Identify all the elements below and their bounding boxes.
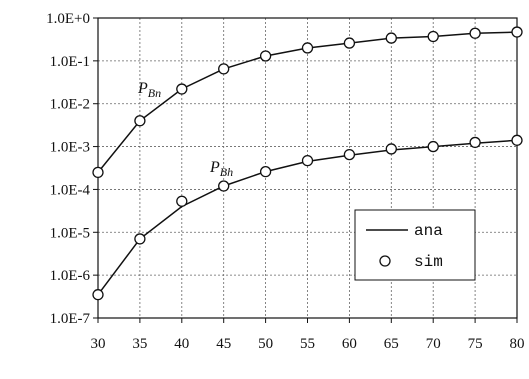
x-tick-label: 75 bbox=[468, 336, 483, 352]
data-point-bh-sim bbox=[427, 140, 439, 153]
y-tick-label: 1.0E-7 bbox=[50, 311, 91, 327]
y-tick-label: 1.0E-5 bbox=[50, 225, 90, 241]
data-point-bh-sim bbox=[134, 233, 146, 245]
y-tick-label: 1.0E+0 bbox=[46, 11, 90, 27]
data-point-bn-sim bbox=[176, 83, 188, 95]
legend-box bbox=[354, 209, 476, 281]
data-point-bn-sim bbox=[385, 32, 397, 44]
data-point-bn-sim bbox=[301, 42, 314, 54]
legend-ana-label: ana bbox=[414, 222, 443, 240]
data-point-bn-sim bbox=[259, 50, 272, 62]
data-point-bh-sim bbox=[259, 165, 272, 178]
data-point-bh-sim bbox=[92, 289, 104, 301]
data-point-bn-sim bbox=[511, 26, 523, 38]
legend-sim-label: sim bbox=[414, 253, 443, 271]
data-point-bn-sim bbox=[134, 115, 146, 127]
data-point-bh-sim bbox=[176, 195, 188, 207]
legend: ana sim bbox=[354, 209, 476, 281]
x-tick-label: 70 bbox=[426, 336, 441, 352]
data-point-bh-sim bbox=[301, 154, 314, 167]
data-point-bh-sim bbox=[469, 136, 481, 149]
data-point-bn-sim bbox=[427, 30, 439, 43]
y-tick-label: 1.0E-4 bbox=[50, 182, 91, 198]
x-tick-label: 50 bbox=[258, 336, 273, 352]
data-point-bn-sim bbox=[92, 166, 104, 179]
legend-sim-marker bbox=[379, 255, 391, 267]
x-tick-label: 40 bbox=[174, 336, 189, 352]
y-tick-label: 1.0E-1 bbox=[50, 54, 90, 70]
data-point-bn-sim bbox=[343, 37, 356, 49]
y-tick-label: 1.0E-6 bbox=[50, 268, 91, 284]
x-tick-label: 80 bbox=[510, 336, 525, 352]
y-tick-label: 1.0E-3 bbox=[50, 140, 90, 156]
x-tick-label: 65 bbox=[384, 336, 399, 352]
data-point-bn-sim bbox=[469, 27, 481, 39]
data-point-bh-sim bbox=[343, 148, 356, 161]
y-tick-label: 1.0E-2 bbox=[50, 97, 90, 113]
data-point-bn-sim bbox=[218, 63, 230, 75]
x-tick-label: 30 bbox=[91, 336, 106, 352]
curve-label-bh: PBh bbox=[209, 159, 233, 179]
data-point-bh-sim bbox=[218, 180, 230, 192]
x-tick-label: 60 bbox=[342, 336, 357, 352]
x-tick-label: 35 bbox=[132, 336, 147, 352]
y-axis-ticks: 1.0E+0 1.0E-1 1.0E-2 1.0E-3 1.0E-4 1.0E-5 1.0E… bbox=[46, 11, 98, 327]
data-point-bh-sim bbox=[511, 134, 523, 146]
curve-label-bn: PBn bbox=[137, 80, 161, 100]
data-point-bh-sim bbox=[385, 143, 397, 155]
x-tick-label: 45 bbox=[216, 336, 231, 352]
x-axis-ticks: 30 35 40 45 50 55 60 65 70 75 80 bbox=[91, 318, 525, 352]
x-tick-label: 55 bbox=[300, 336, 315, 352]
series-points bbox=[92, 26, 523, 301]
